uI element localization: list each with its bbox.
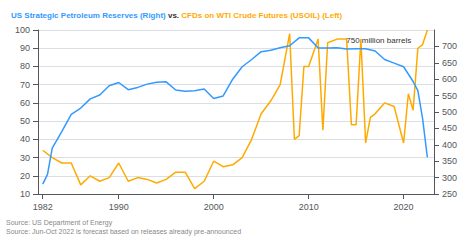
- svg-text:70: 70: [20, 80, 30, 90]
- svg-text:60: 60: [20, 98, 30, 108]
- svg-text:2010: 2010: [299, 202, 319, 212]
- svg-text:750 million barrels: 750 million barrels: [346, 36, 411, 45]
- svg-text:100: 100: [15, 25, 30, 35]
- svg-text:1990: 1990: [109, 202, 129, 212]
- svg-text:30: 30: [20, 153, 30, 163]
- svg-text:2020: 2020: [394, 202, 414, 212]
- svg-text:vs.: vs.: [166, 11, 182, 20]
- svg-text:CFDs on WTI Crude Futures (USO: CFDs on WTI Crude Futures (USOIL) (Left): [181, 11, 342, 20]
- svg-text:80: 80: [20, 61, 30, 71]
- svg-text:350: 350: [442, 156, 457, 166]
- svg-text:600: 600: [442, 74, 457, 84]
- svg-text:700: 700: [442, 41, 457, 51]
- svg-text:50: 50: [20, 116, 30, 126]
- svg-text:20: 20: [20, 171, 30, 181]
- svg-text:Source: US Department of Energ: Source: US Department of Energy: [6, 219, 113, 227]
- svg-text:450: 450: [442, 123, 457, 133]
- svg-text:2000: 2000: [204, 202, 224, 212]
- svg-text:US Strategic Petroleum Reserve: US Strategic Petroleum Reserves (Right): [11, 11, 166, 20]
- svg-text:400: 400: [442, 140, 457, 150]
- svg-text:650: 650: [442, 58, 457, 68]
- svg-text:Source: Jun-Oct 2022 is foreca: Source: Jun-Oct 2022 is forecast based o…: [6, 228, 241, 236]
- svg-text:500: 500: [442, 107, 457, 117]
- svg-text:1982: 1982: [33, 202, 53, 212]
- svg-text:550: 550: [442, 91, 457, 101]
- svg-text:40: 40: [20, 134, 30, 144]
- svg-text:10: 10: [20, 189, 30, 199]
- svg-text:250: 250: [442, 189, 457, 199]
- svg-text:90: 90: [20, 43, 30, 53]
- svg-text:300: 300: [442, 173, 457, 183]
